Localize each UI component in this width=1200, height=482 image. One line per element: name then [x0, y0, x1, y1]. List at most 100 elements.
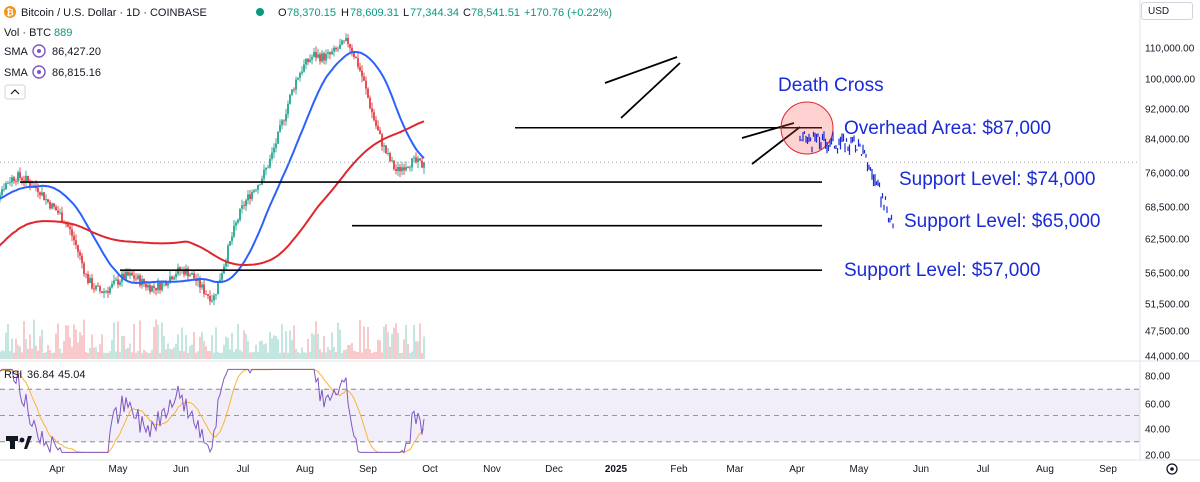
volume-bar [1, 350, 3, 359]
time-tick-label: Sep [359, 464, 377, 475]
candle-body [85, 273, 87, 275]
sma2-label[interactable]: SMA [4, 67, 29, 79]
candle-body [77, 245, 79, 252]
ohlc-open-key: O [278, 7, 287, 19]
volume-bar [403, 339, 405, 359]
candle-body [203, 284, 205, 294]
candle-body [21, 177, 23, 181]
volume-bar [291, 339, 293, 359]
gear-icon[interactable] [1166, 463, 1178, 475]
candle-body [251, 192, 253, 200]
candle-body [311, 56, 313, 60]
candle-body [55, 206, 57, 211]
candle-body [217, 282, 219, 295]
volume-bar [25, 339, 27, 359]
ohlc-open: 78,370.15 [287, 7, 336, 19]
volume-bar [57, 323, 59, 359]
price-projection [799, 131, 894, 229]
volume-bar [201, 331, 203, 359]
candle-body [71, 229, 73, 236]
volume-bar [285, 331, 287, 359]
volume-bar [117, 321, 119, 359]
volume-bar [367, 327, 369, 359]
volume-bar [205, 346, 207, 359]
candle-body [189, 274, 191, 277]
volume-bar [277, 339, 279, 359]
volume-bar [167, 343, 169, 359]
volume-bar [21, 352, 23, 359]
candle-body [233, 225, 235, 237]
chart-patterns: Death Cross [604, 56, 884, 165]
sma2-settings-icon[interactable] [32, 65, 46, 79]
volume-bar [149, 352, 151, 359]
candle-body [417, 158, 419, 163]
volume-bar [33, 319, 35, 359]
candle-body [113, 280, 115, 284]
volume-bar [119, 352, 121, 359]
volume-bar [333, 346, 335, 359]
candle-body [97, 285, 99, 287]
candle-body [205, 293, 207, 295]
candle-body [61, 212, 63, 222]
volume-bar [45, 352, 47, 359]
rsi-label[interactable]: RSI [4, 369, 22, 381]
level-label: Support Level: $57,000 [844, 260, 1041, 281]
volume-bar [321, 352, 323, 359]
volume-bar [281, 324, 283, 359]
volume-bar [243, 330, 245, 359]
volume-bar [379, 340, 381, 359]
candle-body [91, 278, 93, 289]
candle-body [207, 294, 209, 297]
currency-selector[interactable]: USD [1141, 2, 1193, 20]
volume-bar [0, 351, 1, 359]
candle-body [139, 275, 141, 286]
time-tick-label: Mar [726, 464, 744, 475]
volume-bar [317, 333, 319, 359]
candle-body [93, 288, 95, 290]
candle-body [407, 167, 409, 169]
volume-bar [273, 335, 275, 359]
symbol-title[interactable]: Bitcoin / U.S. Dollar · 1D · COINBASE [21, 7, 207, 19]
volume-bar [161, 322, 163, 359]
volume-bar [219, 352, 221, 359]
candle-body [145, 284, 147, 288]
ohlc-change: +170.76 (+0.22%) [524, 7, 612, 19]
volume-bar [187, 352, 189, 359]
volume-bar [129, 343, 131, 359]
candle-body [149, 285, 151, 292]
volume-bar [215, 327, 217, 359]
volume-bar [415, 341, 417, 359]
volume-bar [171, 349, 173, 359]
volume-bar [53, 352, 55, 359]
volume-bar [237, 324, 239, 359]
candle-body [285, 114, 287, 121]
volume-bar [41, 329, 43, 359]
candle-body [297, 77, 299, 80]
candle-body [299, 73, 301, 78]
volume-bar [89, 347, 91, 359]
rsi-pane: 80.00 60.00 40.00 20.00 [0, 368, 1170, 462]
collapse-legend-button[interactable] [4, 84, 26, 100]
candle-body [131, 272, 133, 276]
volume-bar [111, 339, 113, 359]
price-tick-label: 110,000.00 [1145, 44, 1195, 55]
candle-body [275, 143, 277, 148]
level-label: Overhead Area: $87,000 [844, 118, 1051, 139]
candle-body [405, 167, 407, 171]
candle-body [291, 89, 293, 95]
sma1-label[interactable]: SMA [4, 46, 29, 58]
volume-bar [79, 332, 81, 359]
time-tick-label: Aug [1036, 464, 1054, 475]
candle-body [287, 103, 289, 115]
volume-bar [257, 351, 259, 359]
candle-body [193, 273, 195, 279]
candle-body [419, 158, 421, 161]
volume-label[interactable]: Vol · BTC [4, 27, 51, 39]
sma1-settings-icon[interactable] [32, 44, 46, 58]
candle-body [165, 281, 167, 286]
volume-bar [39, 336, 41, 359]
volume-bar [87, 352, 89, 359]
candle-body [65, 223, 67, 225]
rsi-ma-line [0, 368, 425, 453]
